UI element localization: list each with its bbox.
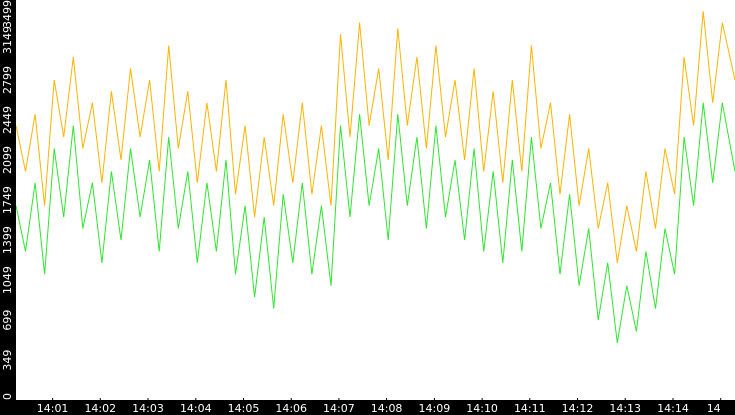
y-tick-label: 0 (1, 393, 14, 400)
series-layer (15, 11, 735, 343)
y-tick-label: 2799 (1, 66, 14, 94)
y-tick-label: 2099 (1, 146, 14, 174)
x-tick-label: 14:02 (84, 402, 116, 415)
y-tick-label: 3149 (1, 26, 14, 54)
x-axis-band (0, 400, 735, 415)
y-tick-699: 699 (1, 310, 14, 331)
x-tick-layer: 14:01 14:02 14:03 14:04 14:05 14:06 14:07 14:08… (37, 398, 722, 415)
y-tick-1749: 1749 (1, 186, 14, 214)
y-tick-label: 1749 (1, 186, 14, 214)
y-tick-label: 2449 (1, 106, 14, 134)
x-tick-label: 14:04 (180, 402, 212, 415)
y-tick-label: 699 (1, 310, 14, 331)
x-tick-label: 14:11 (514, 402, 546, 415)
y-tick-2099: 2099 (1, 146, 14, 174)
x-tick-label: 14 (707, 402, 721, 415)
y-tick-label: 1049 (1, 266, 14, 294)
y-tick-1399: 1399 (1, 226, 14, 254)
x-tick-label: 14:08 (371, 402, 403, 415)
y-tick-3149: 3149 (1, 26, 14, 54)
x-tick-label: 14:13 (609, 402, 641, 415)
x-tick-label: 14:01 (37, 402, 69, 415)
y-tick-3499: 3499 (1, 0, 14, 28)
y-tick-label: 349 (1, 350, 14, 371)
x-tick-label: 14:12 (562, 402, 594, 415)
y-tick-1049: 1049 (1, 266, 14, 294)
y-tick-2799: 2799 (1, 66, 14, 94)
x-tick-label: 14:05 (228, 402, 260, 415)
series-line-1 (15, 11, 735, 263)
y-tick-349: 349 (1, 350, 14, 371)
x-tick-label: 14:06 (275, 402, 307, 415)
x-tick-label: 14:03 (132, 402, 164, 415)
x-tick-label: 14:07 (323, 402, 355, 415)
series-line-2 (15, 102, 735, 343)
y-tick-2449: 2449 (1, 106, 14, 134)
y-axis-band (0, 0, 16, 415)
x-tick-label: 14:14 (657, 402, 689, 415)
y-tick-label: 3499 (1, 0, 14, 28)
x-tick-label: 14:09 (419, 402, 451, 415)
y-tick-0: 0 (1, 393, 14, 400)
x-tick-label: 14:10 (466, 402, 498, 415)
y-tick-label: 1399 (1, 226, 14, 254)
